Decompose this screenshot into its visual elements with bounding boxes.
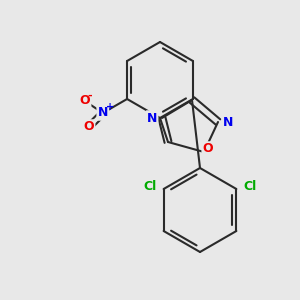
Text: O: O	[203, 142, 213, 155]
Text: N: N	[98, 106, 108, 119]
Text: +: +	[106, 102, 114, 112]
Text: Cl: Cl	[143, 179, 156, 193]
Text: O: O	[80, 94, 90, 107]
Text: N: N	[223, 116, 233, 128]
Text: N: N	[147, 112, 157, 124]
Text: -: -	[88, 91, 92, 101]
Text: O: O	[83, 121, 94, 134]
Text: Cl: Cl	[244, 179, 257, 193]
